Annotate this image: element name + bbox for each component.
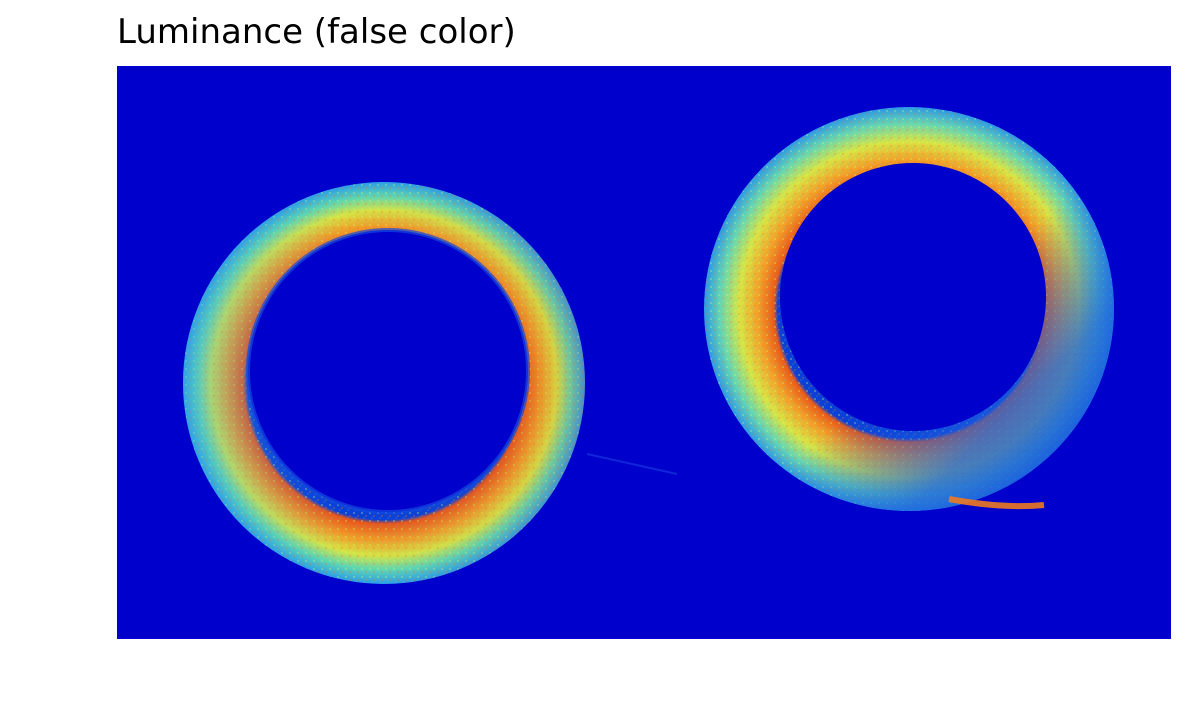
right-ring <box>704 107 1114 511</box>
left-ring <box>183 182 585 584</box>
luminance-image-svg <box>117 66 1171 639</box>
false-color-image <box>117 66 1171 639</box>
figure-title: Luminance (false color) <box>117 12 516 52</box>
